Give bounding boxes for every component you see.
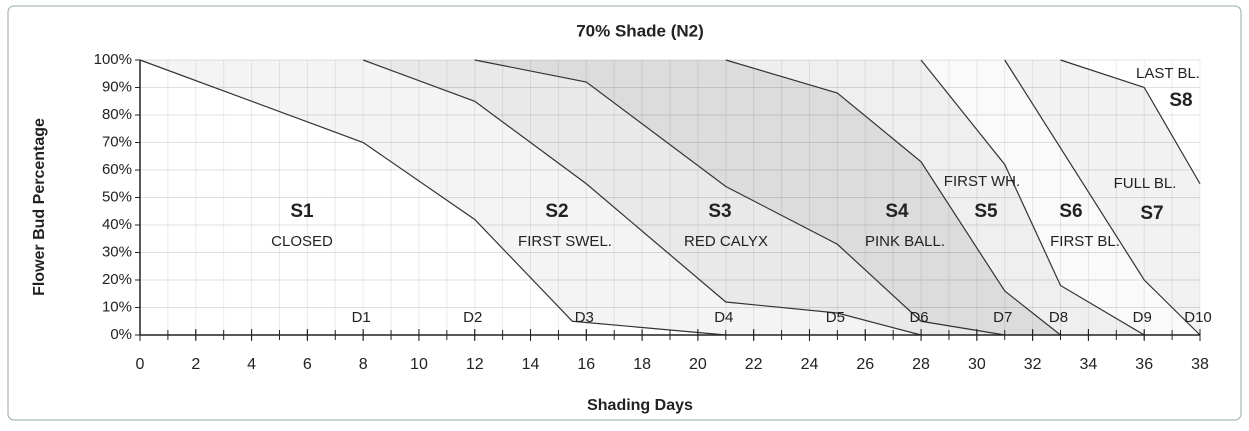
stage-label: FIRST WH.: [944, 173, 1020, 190]
x-tick-label: 32: [1024, 356, 1042, 373]
stage-code: S6: [1059, 201, 1082, 222]
y-tick-label: 20%: [102, 271, 132, 288]
stage-label: PINK BALL.: [865, 233, 945, 250]
stage-label: LAST BL.: [1136, 65, 1200, 82]
day-marker: D10: [1184, 309, 1212, 326]
y-tick-label: 60%: [102, 161, 132, 178]
x-tick-label: 20: [689, 356, 707, 373]
stage-code: S5: [974, 201, 998, 222]
stage-label: CLOSED: [271, 233, 333, 250]
x-tick-label: 24: [801, 356, 819, 373]
x-tick-label: 18: [633, 356, 651, 373]
y-tick-label: 50%: [102, 188, 132, 205]
stage-fill: [1004, 60, 1200, 335]
boundary-line: [139, 59, 726, 336]
x-tick-label: 28: [912, 356, 930, 373]
x-tick-label: 12: [466, 356, 484, 373]
y-tick-label: 90%: [102, 78, 132, 95]
x-tick-label: 22: [745, 356, 763, 373]
x-tick-label: 38: [1191, 356, 1209, 373]
stage-code: S4: [885, 201, 909, 222]
stage-label: FIRST BL.: [1050, 233, 1120, 250]
x-tick-label: 4: [247, 356, 256, 373]
stage-fill: [1060, 60, 1200, 335]
day-marker: D5: [826, 309, 845, 326]
boundary-line: [725, 59, 1061, 336]
x-tick-label: 26: [856, 356, 874, 373]
stage-label: RED CALYX: [684, 233, 768, 250]
day-marker: D6: [909, 309, 928, 326]
x-tick-label: 2: [191, 356, 200, 373]
x-tick-label: 16: [577, 356, 595, 373]
y-tick-label: 70%: [102, 133, 132, 150]
boundary-line: [1060, 59, 1201, 185]
y-tick-label: 10%: [102, 298, 132, 315]
day-marker: D3: [575, 309, 594, 326]
stage-label: FULL BL.: [1114, 175, 1177, 192]
x-tick-label: 0: [136, 356, 145, 373]
y-tick-label: 30%: [102, 243, 132, 260]
boundary-line: [920, 59, 1145, 336]
y-axis-label: Flower Bud Percentage: [31, 118, 48, 296]
stage-code: S3: [708, 201, 731, 222]
day-marker: D9: [1133, 309, 1152, 326]
y-tick-label: 100%: [94, 51, 132, 68]
stage-code: S8: [1169, 90, 1192, 111]
boundary-line: [1004, 59, 1201, 336]
y-tick-label: 40%: [102, 216, 132, 233]
y-tick-label: 80%: [102, 106, 132, 123]
stage-code: S2: [545, 201, 568, 222]
day-marker: D8: [1049, 309, 1068, 326]
x-tick-label: 14: [522, 356, 540, 373]
day-marker: D7: [993, 309, 1012, 326]
x-tick-label: 10: [410, 356, 428, 373]
x-tick-label: 34: [1080, 356, 1098, 373]
stage-label: FIRST SWEL.: [518, 233, 612, 250]
day-marker: D4: [714, 309, 733, 326]
stage-code: S7: [1140, 203, 1163, 224]
x-tick-label: 30: [968, 356, 986, 373]
boundary-line: [362, 59, 922, 336]
day-marker: D1: [352, 309, 371, 326]
chart-title: 70% Shade (N2): [576, 21, 704, 40]
x-tick-label: 8: [359, 356, 368, 373]
x-tick-label: 36: [1135, 356, 1153, 373]
day-marker: D2: [463, 309, 482, 326]
x-axis-label: Shading Days: [587, 397, 693, 414]
x-tick-label: 6: [303, 356, 312, 373]
boundary-line: [474, 59, 1005, 336]
stage-code: S1: [290, 201, 314, 222]
y-tick-label: 0%: [110, 326, 132, 343]
